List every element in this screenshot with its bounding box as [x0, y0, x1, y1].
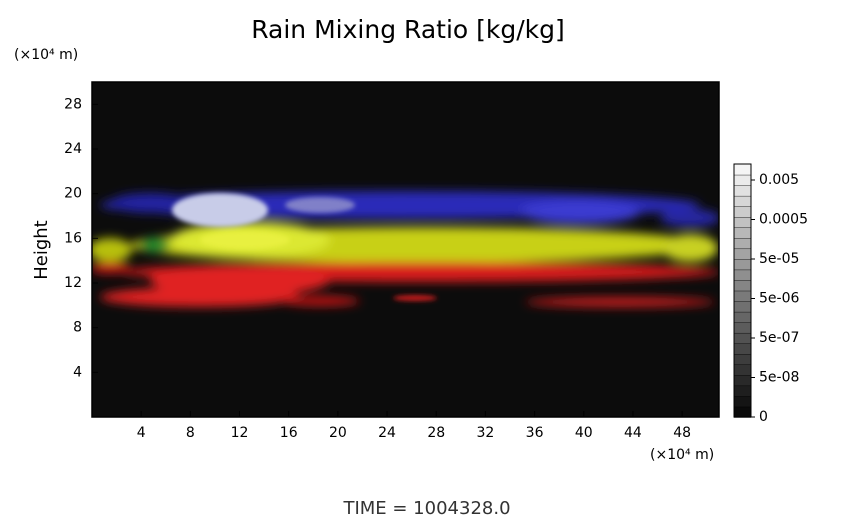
y-tick-label: 28 — [64, 96, 82, 112]
colorbar-step — [733, 332, 752, 344]
colorbar-step — [733, 321, 752, 334]
colorbar-step — [733, 237, 752, 250]
colorbar-step — [733, 300, 752, 313]
colorbar-step — [733, 311, 752, 323]
colorbar-tick-label: 0.005 — [759, 172, 799, 188]
colorbar-step — [733, 395, 752, 408]
y-tick-label: 8 — [73, 320, 82, 336]
colorbar-tick-label: 0.0005 — [759, 212, 808, 228]
x-tick-label: 24 — [378, 425, 396, 441]
chart-title: Rain Mixing Ratio [kg/kg] — [251, 15, 565, 44]
colorbar-step — [733, 184, 752, 197]
y-tick-label: 20 — [64, 186, 82, 202]
colorbar-step — [733, 374, 752, 387]
x-tick-label: 36 — [526, 425, 544, 441]
x-tick-label: 44 — [624, 425, 642, 441]
x-tick-label: 4 — [137, 425, 146, 441]
y-unit: (×10⁴ m) — [14, 47, 78, 63]
colorbar-tick-label: 5e-06 — [759, 291, 799, 307]
colorbar-step — [733, 258, 752, 271]
colorbar-step — [733, 406, 752, 418]
rendering — [92, 191, 719, 307]
y-tick-label: 16 — [64, 230, 82, 246]
y-tick-label: 12 — [64, 275, 82, 291]
colorbar-step — [733, 279, 752, 292]
x-unit: (×10⁴ m) — [650, 447, 714, 463]
colorbar-step — [733, 163, 752, 176]
colorbar-step — [733, 174, 752, 186]
x-tick-label: 40 — [575, 425, 593, 441]
plot-frame — [91, 81, 720, 418]
x-tick-label: 32 — [476, 425, 494, 441]
colorbar — [733, 163, 752, 418]
colorbar-step — [733, 269, 752, 281]
x-tick-label: 8 — [186, 425, 195, 441]
colorbar-step — [733, 248, 752, 260]
colorbar-step — [733, 343, 752, 355]
colorbar-step — [733, 364, 752, 376]
colorbar-step — [733, 195, 752, 207]
y-tick-label: 24 — [64, 141, 82, 157]
colorbar-step — [733, 353, 752, 365]
colorbar-tick-label: 5e-08 — [759, 370, 799, 386]
y-axis-label: Height — [31, 220, 52, 280]
y-tick-label: 4 — [73, 364, 82, 380]
x-tick-label: 28 — [427, 425, 445, 441]
colorbar-frame — [733, 163, 752, 418]
x-tick-label: 16 — [280, 425, 298, 441]
x-tick-label: 20 — [329, 425, 347, 441]
colorbar-step — [733, 227, 752, 239]
colorbar-tick-label: 5e-07 — [759, 330, 799, 346]
colorbar-step — [733, 385, 752, 397]
colorbar-tick-label: 5e-05 — [759, 251, 799, 267]
footer: TIME = 1004328.0 — [342, 498, 510, 519]
colorbar-step — [733, 205, 752, 218]
x-tick-label: 12 — [231, 425, 249, 441]
x-tick-label: 48 — [673, 425, 691, 441]
colorbar-tick-label: 0 — [759, 409, 768, 425]
colorbar-step — [733, 216, 752, 228]
colorbar-step — [733, 290, 752, 302]
